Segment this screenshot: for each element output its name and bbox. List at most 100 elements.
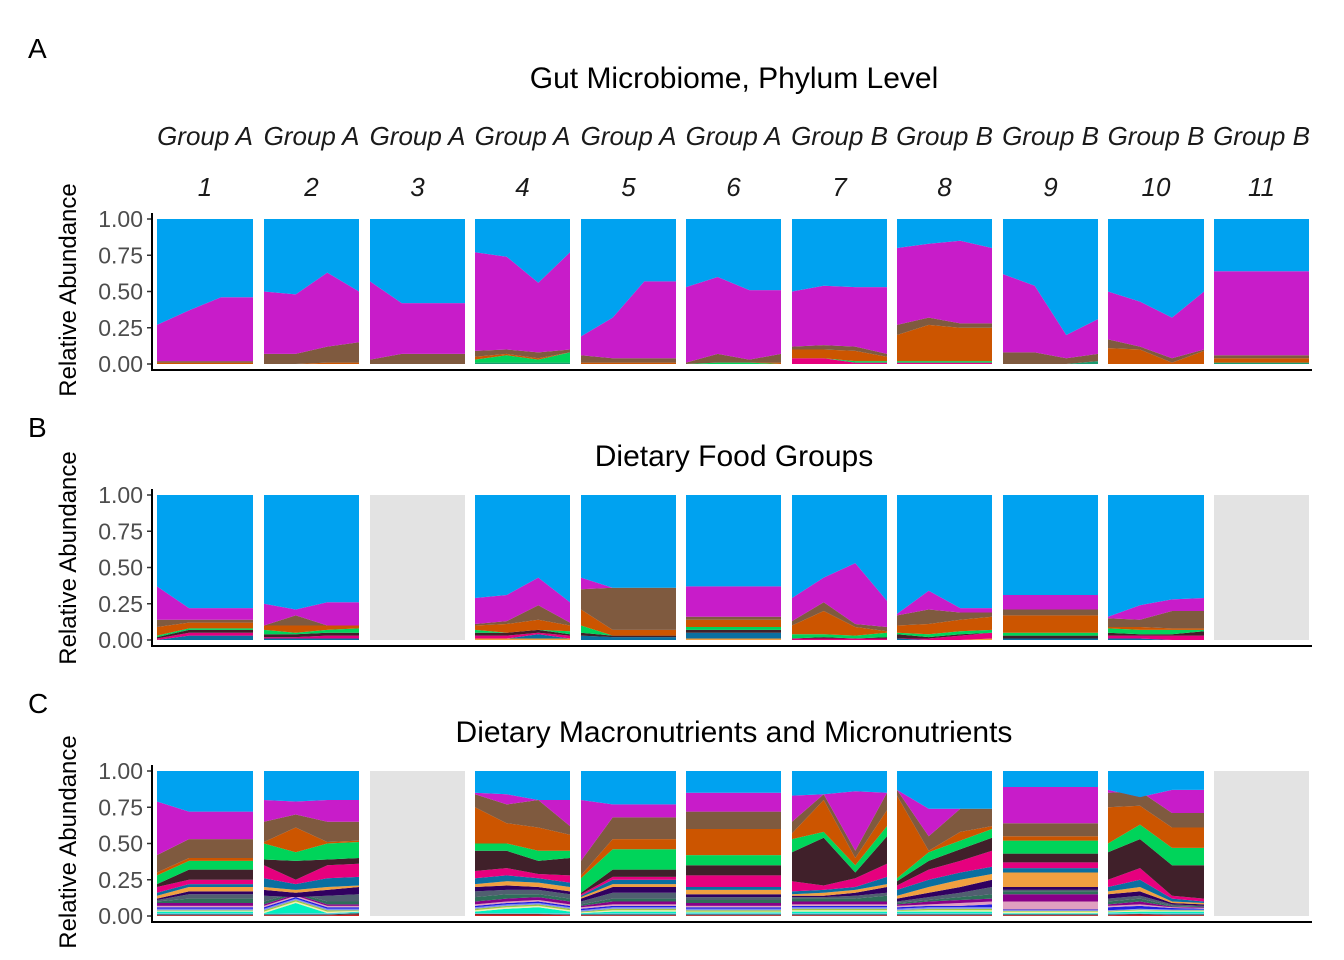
area-layer-15	[1003, 862, 1098, 869]
area-layer-0	[264, 914, 359, 916]
area-layer-6	[581, 587, 676, 630]
chart-title-b: Dietary Food Groups	[595, 440, 873, 473]
area-layer-0	[686, 638, 781, 640]
y-tick-label: 0.25	[98, 867, 143, 893]
area-layer-5	[792, 908, 887, 911]
panel-label-b: B	[28, 412, 47, 443]
area-layer-1	[897, 914, 992, 916]
area-layer-7	[792, 905, 887, 908]
area-layer-4	[1003, 352, 1098, 364]
facet-panel-9	[1003, 219, 1098, 364]
area-layer-6	[1214, 219, 1309, 272]
area-layer-9	[264, 894, 359, 906]
facet-panel-2	[264, 219, 359, 364]
y-tick-label: 1.00	[98, 482, 143, 508]
area-layer-20	[792, 791, 887, 851]
area-layer-11	[1108, 895, 1204, 907]
area-layer-20	[264, 800, 359, 822]
strip-subject-label: 11	[1248, 172, 1275, 202]
area-layer-3	[264, 903, 359, 914]
strip-group-label: Group B	[896, 121, 993, 151]
area-layer-8	[157, 495, 253, 609]
area-layer-14	[686, 887, 781, 890]
area-layer-3	[1108, 911, 1204, 914]
area-layer-2	[1108, 913, 1204, 915]
area-layer-0	[897, 915, 992, 916]
area-layer-4	[264, 901, 359, 914]
area-layer-15	[686, 875, 781, 887]
area-layer-12	[686, 894, 781, 898]
area-layer-7	[897, 904, 992, 909]
area-layer-18	[475, 807, 570, 851]
area-layer-3	[1003, 913, 1098, 914]
facet-panel-7	[792, 771, 887, 916]
facet-panel-9	[1003, 771, 1098, 916]
area-layer-0	[792, 915, 887, 916]
area-layer-8	[686, 495, 781, 587]
area-layer-4	[792, 345, 887, 357]
area-layer-19	[792, 792, 887, 858]
facet-panel-2	[264, 771, 359, 916]
area-layer-14	[792, 876, 887, 895]
area-layer-1	[1003, 914, 1098, 916]
area-layer-21	[686, 771, 781, 793]
area-layer-21	[897, 771, 992, 809]
area-layer-16	[1108, 839, 1204, 899]
area-layer-20	[686, 792, 781, 812]
area-layer-4	[475, 905, 570, 912]
area-layer-11	[475, 889, 570, 899]
area-layer-2	[475, 913, 570, 915]
area-layer-3	[475, 629, 570, 636]
area-layer-4	[1003, 911, 1098, 914]
area-layer-4	[157, 361, 253, 363]
facet-panel-8	[897, 771, 992, 916]
area-layer-16	[475, 850, 570, 876]
area-layer-4	[897, 629, 992, 638]
area-layer-13	[1108, 887, 1204, 905]
area-layer-19	[581, 817, 676, 876]
area-layer-1	[792, 914, 887, 916]
area-layer-11	[897, 887, 992, 903]
area-layer-10	[1003, 891, 1098, 895]
area-layer-12	[792, 887, 887, 898]
area-layer-4	[1108, 910, 1204, 913]
facet-panel-4	[475, 219, 570, 364]
area-layer-6	[897, 907, 992, 911]
area-layer-15	[264, 863, 359, 885]
area-layer-6	[792, 602, 887, 632]
area-layer-5	[1108, 909, 1204, 912]
facet-panel-9	[1003, 495, 1098, 640]
area-layer-2	[1003, 913, 1098, 915]
strip-subject-label: 4	[515, 172, 529, 202]
strip-group-label: Group A	[475, 121, 571, 151]
area-layer-10	[897, 894, 992, 905]
facet-panel-2	[264, 495, 359, 640]
area-layer-12	[475, 885, 570, 895]
area-layer-13	[475, 881, 570, 892]
area-layer-10	[581, 898, 676, 906]
area-layer-21	[157, 771, 253, 812]
area-layer-2	[792, 358, 887, 363]
area-layer-3	[686, 629, 781, 633]
area-layer-7	[475, 577, 570, 624]
area-layer-19	[897, 789, 992, 851]
y-tick-label: 0.50	[98, 279, 143, 305]
area-layer-5	[897, 616, 992, 635]
area-layer-5	[157, 297, 253, 362]
area-layer-13	[264, 885, 359, 893]
y-tick-label: 0.00	[98, 903, 143, 929]
area-layer-6	[157, 219, 253, 325]
area-layer-1	[792, 358, 887, 364]
area-layer-5	[792, 611, 887, 636]
area-layer-6	[897, 219, 992, 248]
area-layer-3	[264, 632, 359, 638]
area-layer-21	[1108, 771, 1204, 798]
area-layer-7	[1108, 598, 1204, 620]
area-layer-1	[686, 632, 781, 639]
area-layer-8	[1003, 495, 1098, 595]
area-layer-17	[686, 855, 781, 866]
area-layer-5	[897, 908, 992, 911]
area-layer-5	[1108, 627, 1204, 630]
area-layer-6	[1108, 611, 1204, 629]
area-layer-14	[475, 875, 570, 887]
